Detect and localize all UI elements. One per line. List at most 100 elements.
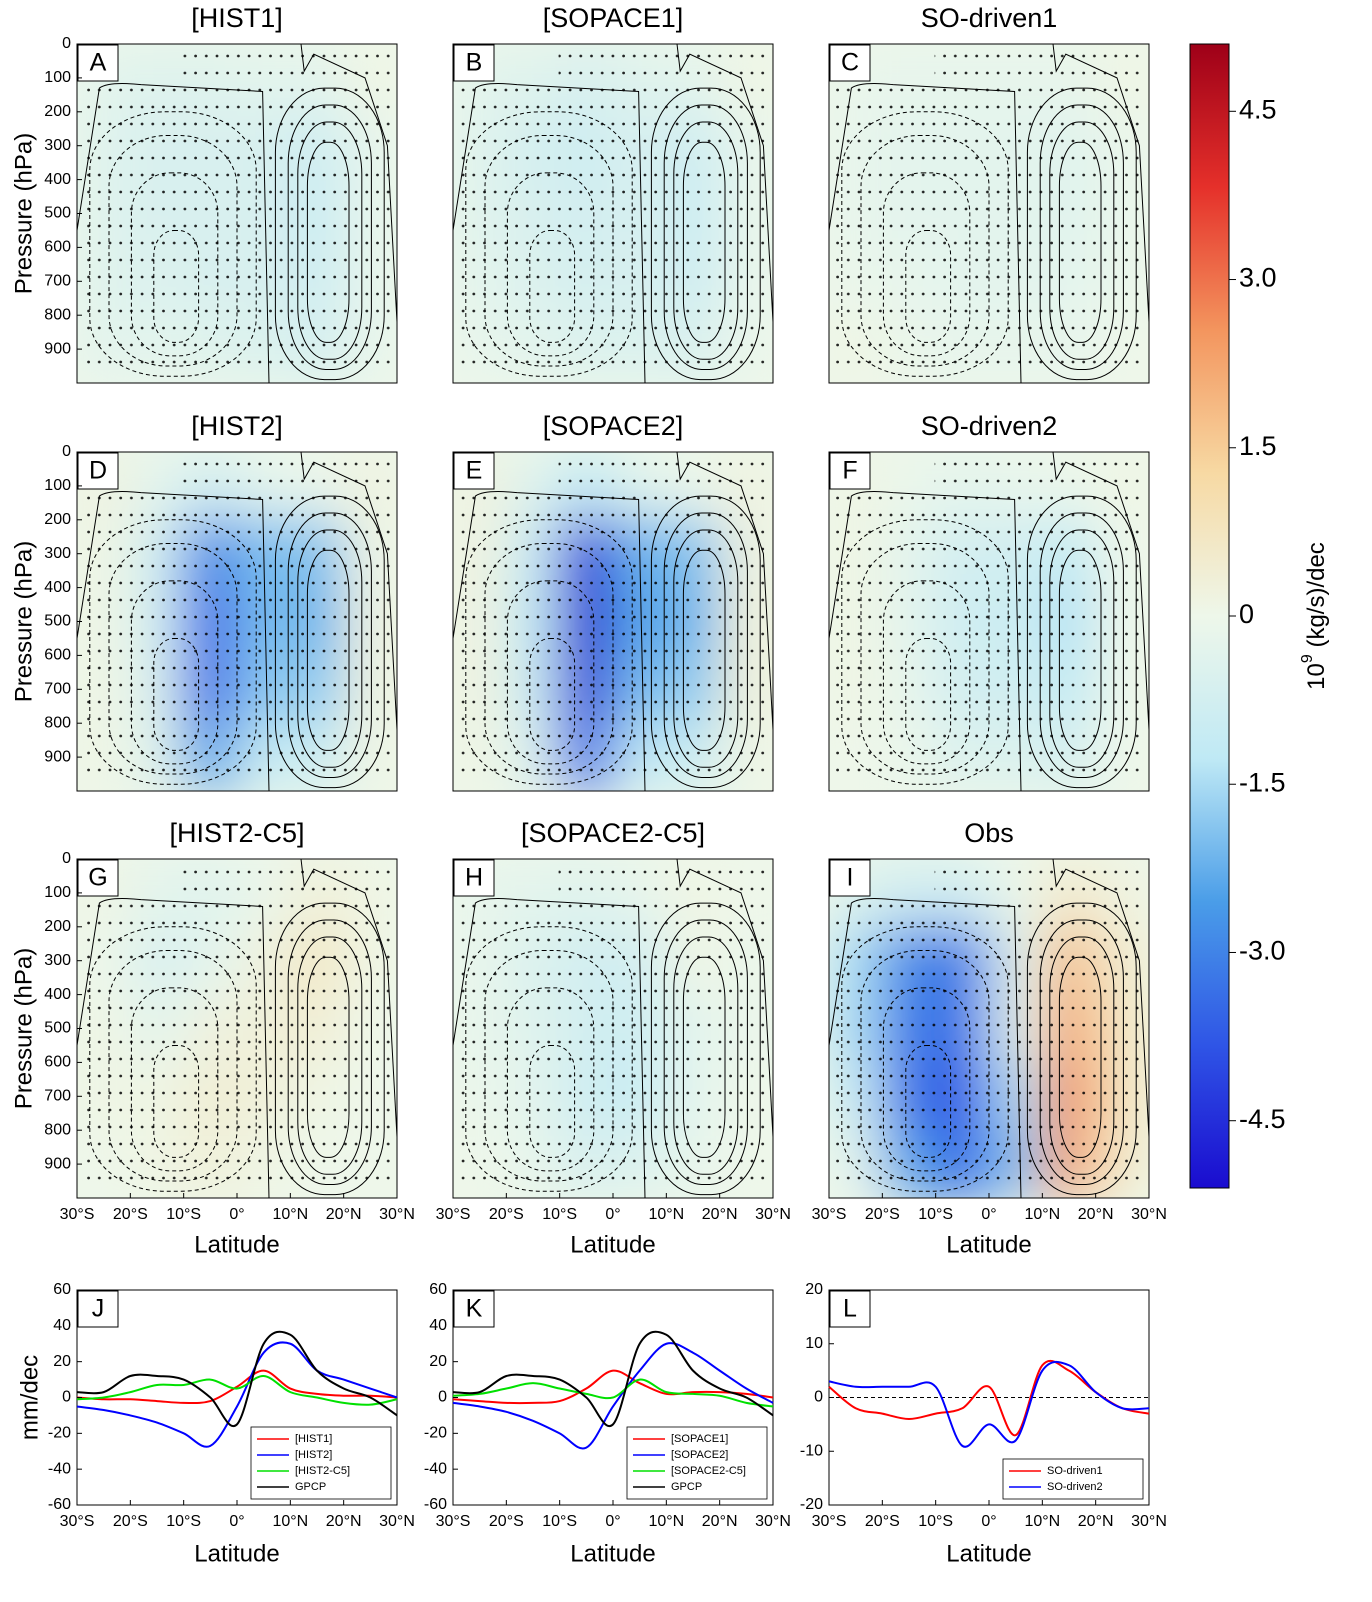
- x-tick-label: 10°N: [272, 1513, 308, 1530]
- x-tick-label: 0°: [229, 1513, 244, 1530]
- panel-letter: J: [92, 1295, 105, 1323]
- x-tick-label: 10°S: [918, 1513, 953, 1530]
- panel-title: [SOPACE1]: [543, 3, 684, 33]
- colorbar-tick-label: 3.0: [1239, 263, 1277, 293]
- x-tick-label: 20°S: [489, 1206, 524, 1223]
- stippling: [459, 84, 767, 377]
- colorbar-label-part: (kg/s)/dec: [1303, 542, 1330, 654]
- y-tick-label: 200: [44, 918, 71, 935]
- y-tick-label: -60: [424, 1496, 447, 1513]
- y-axis-label: mm/dec: [16, 1355, 43, 1440]
- x-tick-label: 30°S: [436, 1513, 471, 1530]
- line-series: [76, 1330, 398, 1428]
- colorbar: [1189, 43, 1230, 1189]
- x-tick-label: 10°N: [1024, 1206, 1060, 1223]
- legend-label: [SOPACE1]: [671, 1433, 728, 1445]
- x-tick-label: 20°N: [326, 1513, 362, 1530]
- x-tick-label: 30°S: [60, 1206, 95, 1223]
- x-tick-label: 30°S: [812, 1513, 847, 1530]
- stippling: [182, 54, 391, 85]
- heatmap-field: [453, 452, 773, 791]
- panel-letter: K: [466, 1295, 483, 1323]
- x-tick-label: 0°: [981, 1513, 996, 1530]
- stippling: [558, 54, 767, 85]
- y-tick-label: 700: [44, 273, 71, 290]
- x-tick-label: 10°S: [542, 1206, 577, 1223]
- panel-letter-box: [77, 1290, 119, 1328]
- panel-letter-box: [829, 859, 871, 897]
- stippling: [934, 869, 1143, 900]
- panel-letter-box: [77, 44, 119, 82]
- panel-letter: I: [847, 864, 854, 892]
- y-tick-label: 0: [62, 850, 71, 867]
- y-tick-label: 200: [44, 511, 71, 528]
- panel-letter: H: [465, 864, 483, 892]
- y-tick-label: 500: [44, 205, 71, 222]
- panel-letter: G: [88, 864, 107, 892]
- panel-letter: D: [89, 457, 107, 485]
- stippling: [459, 492, 767, 785]
- x-tick-label: 20°N: [702, 1513, 738, 1530]
- line-series: [452, 1342, 774, 1450]
- colorbar-tick-label: -1.5: [1239, 767, 1286, 797]
- heatmap-field: [77, 859, 397, 1198]
- x-tick-label: 20°S: [489, 1513, 524, 1530]
- panel-title: Obs: [964, 818, 1014, 848]
- panel-frame: [452, 43, 774, 384]
- panel-frame: [828, 451, 1150, 792]
- y-axis-label: Pressure (hPa): [10, 133, 37, 294]
- stippling: [558, 462, 767, 493]
- panel-letter-box: [77, 452, 119, 490]
- panel-title: [HIST1]: [191, 3, 283, 33]
- y-tick-label: 800: [44, 306, 71, 323]
- x-tick-label: 10°N: [648, 1513, 684, 1530]
- y-tick-label: 40: [429, 1317, 447, 1334]
- colorbar-tick-label: -3.0: [1239, 936, 1286, 966]
- x-tick-label: 30°N: [755, 1206, 791, 1223]
- x-tick-label: 10°S: [542, 1513, 577, 1530]
- panel-title: [SOPACE2-C5]: [521, 818, 705, 848]
- panel-letter-box: [453, 1290, 495, 1328]
- x-tick-label: 30°S: [812, 1206, 847, 1223]
- colorbar-tick-label: 4.5: [1239, 94, 1277, 124]
- legend-label: [HIST2-C5]: [295, 1465, 350, 1477]
- y-tick-label: 200: [44, 103, 71, 120]
- y-tick-label: 600: [44, 647, 71, 664]
- panel-letter: B: [466, 49, 483, 77]
- y-tick-label: 60: [429, 1281, 447, 1298]
- y-tick-label: 100: [44, 69, 71, 86]
- panel-title: SO-driven2: [921, 411, 1058, 441]
- panel-letter-box: [453, 859, 495, 897]
- y-tick-label: 0: [438, 1389, 447, 1406]
- y-axis-label: Pressure (hPa): [10, 541, 37, 702]
- y-tick-label: -40: [424, 1460, 447, 1477]
- panel-letter: L: [843, 1295, 857, 1323]
- y-tick-label: -20: [800, 1496, 823, 1513]
- line-series: [452, 1378, 774, 1408]
- stippling: [835, 84, 1143, 377]
- panel-letter: F: [842, 457, 857, 485]
- heatmap-field: [453, 859, 773, 1198]
- y-tick-label: -60: [48, 1496, 71, 1513]
- y-tick-label: 60: [53, 1281, 71, 1298]
- panel-title: [HIST2-C5]: [169, 818, 304, 848]
- panel-letter: E: [466, 457, 483, 485]
- line-series: [76, 1369, 398, 1405]
- stippling: [459, 899, 767, 1192]
- x-axis-label: Latitude: [194, 1540, 279, 1567]
- legend-label: [HIST1]: [295, 1433, 332, 1445]
- x-tick-label: 20°N: [702, 1206, 738, 1223]
- heatmap-field: [453, 44, 773, 383]
- y-tick-label: 0: [62, 1389, 71, 1406]
- x-tick-label: 30°N: [379, 1206, 415, 1223]
- panel-letter-box: [829, 452, 871, 490]
- y-axis-label: Pressure (hPa): [10, 948, 37, 1109]
- panel-frame: [828, 43, 1150, 384]
- y-tick-label: 10: [805, 1335, 823, 1352]
- y-tick-label: -20: [48, 1425, 71, 1442]
- panel-letter: C: [841, 49, 859, 77]
- y-tick-label: 500: [44, 1020, 71, 1037]
- stippling: [83, 84, 391, 377]
- x-tick-label: 20°S: [113, 1513, 148, 1530]
- colorbar-tick-label: -4.5: [1239, 1104, 1286, 1134]
